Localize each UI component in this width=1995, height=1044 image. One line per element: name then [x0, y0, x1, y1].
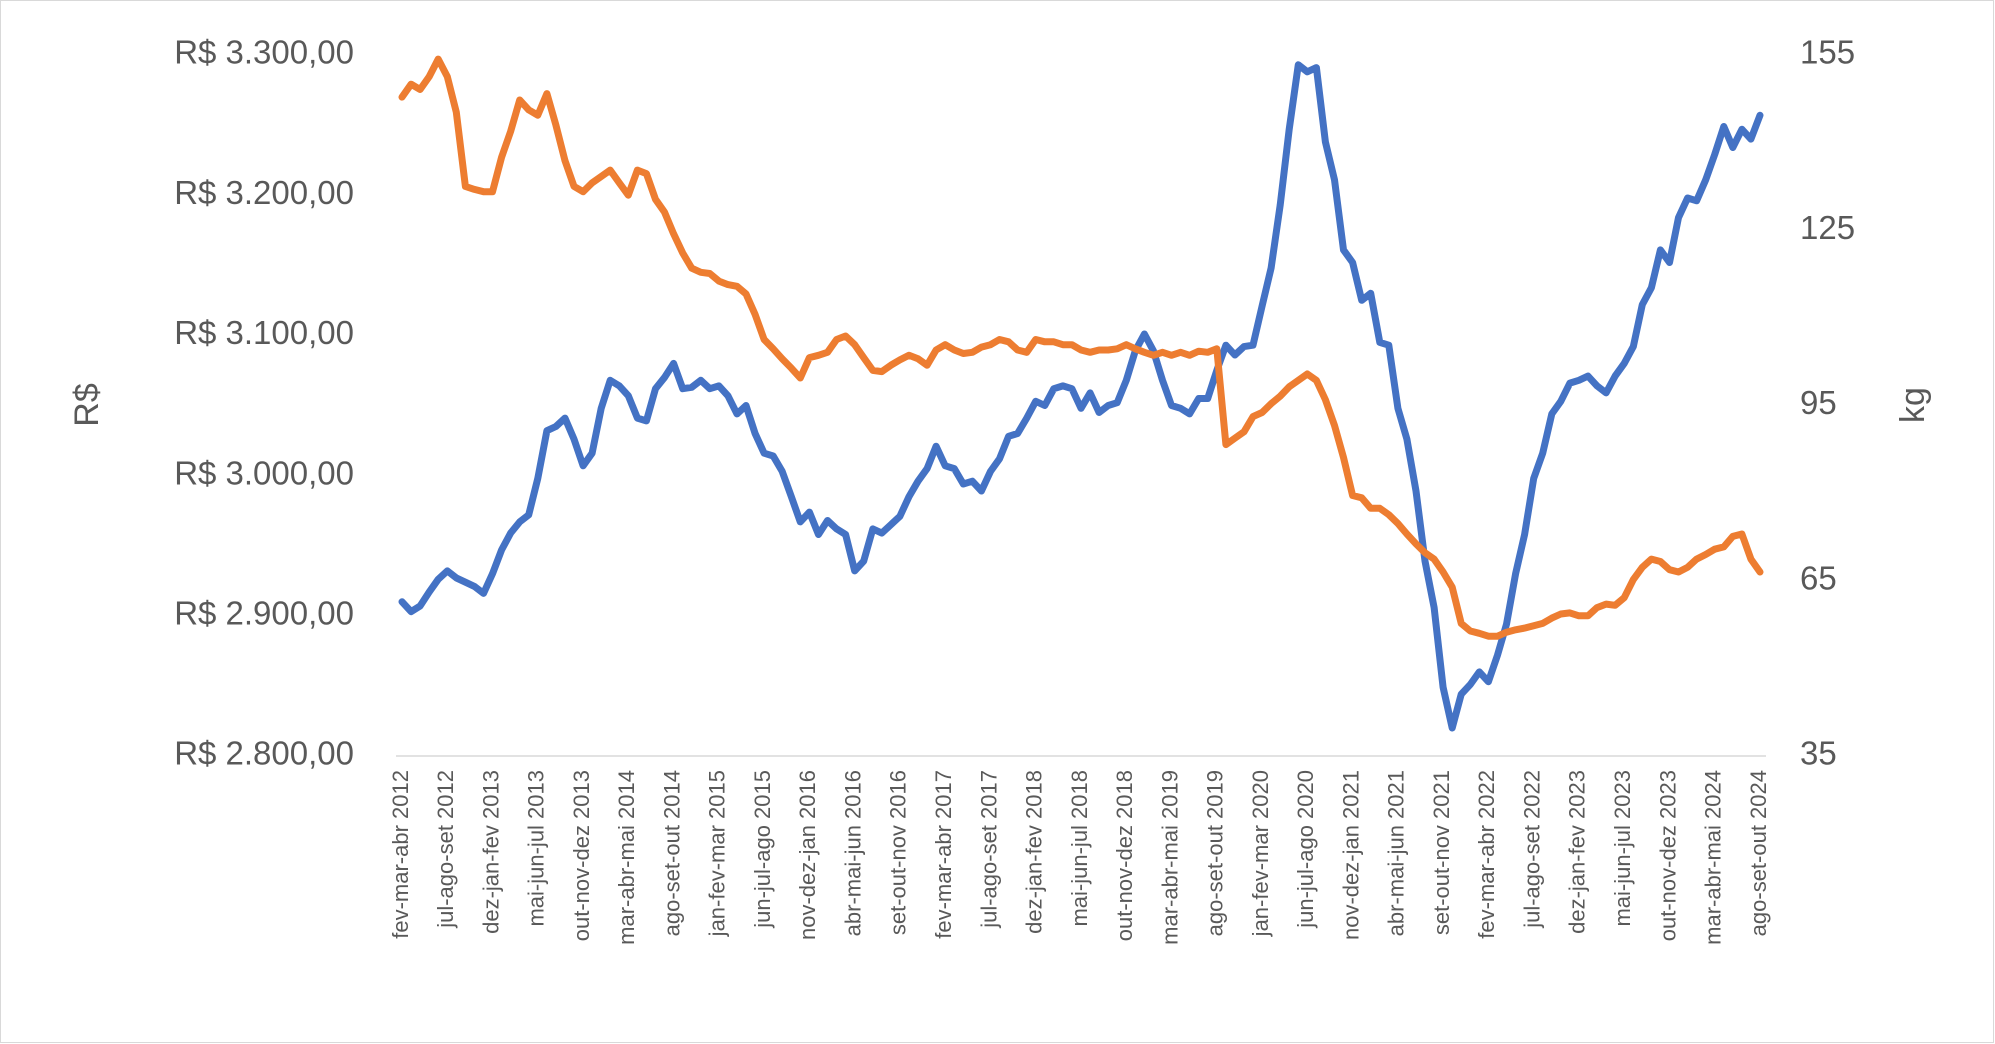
- x-tick-label: dez-jan-fev 2023: [1565, 770, 1590, 934]
- x-tick-label: mar-abr-mai 2019: [1157, 770, 1182, 945]
- y-axis-label: R$: [68, 383, 106, 427]
- y-tick-label: R$ 3.000,00: [174, 454, 354, 491]
- x-tick-label: set-out-nov 2021: [1429, 770, 1454, 935]
- x-tick-label: ago-set-out 2024: [1746, 770, 1771, 936]
- y2-tick-label: 95: [1800, 384, 1837, 421]
- x-tick-label: nov-dez-jan 2021: [1338, 770, 1363, 940]
- x-tick-label: ago-set-out 2019: [1203, 770, 1228, 936]
- x-tick-label: jul-ago-set 2017: [976, 770, 1001, 929]
- y-tick-label: R$ 3.300,00: [174, 34, 354, 71]
- y2-tick-label: 35: [1800, 735, 1837, 772]
- x-tick-label: jul-ago-set 2022: [1519, 770, 1544, 929]
- x-tick-label: out-nov-dez 2013: [569, 770, 594, 941]
- y2-axis-label: kg: [1894, 387, 1932, 423]
- x-tick-label: jun-jul-ago 2015: [750, 770, 775, 929]
- x-tick-label: mai-jun-jul 2013: [524, 770, 549, 927]
- x-tick-label: dez-jan-fev 2013: [478, 770, 503, 934]
- x-tick-label: fev-mar-abr 2012: [388, 770, 413, 939]
- x-tick-label: fev-mar-abr 2017: [931, 770, 956, 939]
- x-tick-label: jun-jul-ago 2020: [1293, 770, 1318, 929]
- x-tick-label: mai-jun-jul 2023: [1610, 770, 1635, 927]
- x-tick-label: abr-mai-jun 2016: [840, 770, 865, 936]
- series-line: [398, 55, 1764, 640]
- y2-tick-label: 125: [1800, 209, 1855, 246]
- x-tick-label: fev-mar-abr 2022: [1474, 770, 1499, 939]
- x-tick-label: mar-abr-mai 2014: [614, 770, 639, 945]
- x-tick-label: out-nov-dez 2018: [1112, 770, 1137, 941]
- x-tick-label: mai-jun-jul 2018: [1067, 770, 1092, 927]
- x-tick-label: jan-fev-mar 2015: [705, 770, 730, 937]
- series-line: [398, 61, 1764, 732]
- x-tick-label: jul-ago-set 2012: [433, 770, 458, 929]
- y2-tick-label: 65: [1800, 559, 1837, 596]
- x-tick-label: out-nov-dez 2023: [1655, 770, 1680, 941]
- x-tick-label: ago-set-out 2014: [659, 770, 684, 936]
- y-tick-label: R$ 2.800,00: [174, 735, 354, 772]
- x-tick-label: jan-fev-mar 2020: [1248, 770, 1273, 937]
- y-tick-label: R$ 3.100,00: [174, 314, 354, 351]
- x-tick-label: dez-jan-fev 2018: [1022, 770, 1047, 934]
- x-tick-label: nov-dez-jan 2016: [795, 770, 820, 940]
- x-tick-label: set-out-nov 2016: [886, 770, 911, 935]
- x-tick-label: mar-abr-mai 2024: [1701, 770, 1726, 945]
- y-tick-label: R$ 2.900,00: [174, 595, 354, 632]
- x-tick-label: abr-mai-jun 2021: [1384, 770, 1409, 936]
- y-tick-label: R$ 3.200,00: [174, 174, 354, 211]
- y2-tick-label: 155: [1800, 34, 1855, 71]
